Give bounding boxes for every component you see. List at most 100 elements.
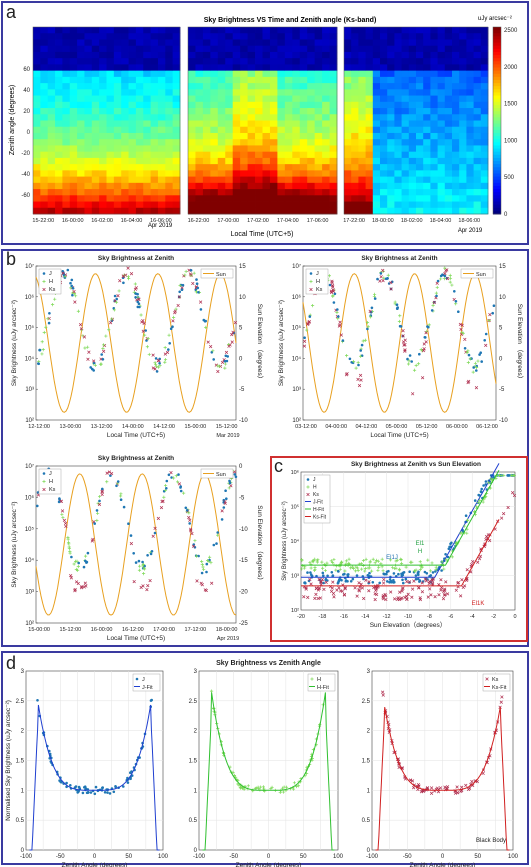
j-point — [457, 310, 460, 314]
heatmap-cell — [128, 39, 137, 47]
h-point — [105, 480, 109, 484]
j-point — [378, 581, 382, 585]
heatmap-cell — [99, 58, 107, 65]
ytick-label: 2.5 — [189, 699, 198, 705]
heatmap-cell — [387, 64, 395, 72]
h-point — [386, 273, 390, 277]
heatmap-cell — [157, 89, 166, 96]
j-point — [425, 572, 429, 575]
h-point — [390, 566, 395, 570]
j-point — [168, 342, 171, 345]
heatmap-cell — [473, 101, 482, 109]
j-point — [401, 578, 404, 582]
heatmap-cell — [69, 201, 78, 209]
heatmap-cell — [372, 114, 381, 121]
heatmap-cell — [62, 76, 71, 84]
ks-point — [384, 597, 388, 602]
j-point — [228, 481, 232, 485]
heatmap-cell — [172, 76, 181, 84]
heatmap-cell — [423, 176, 431, 184]
j-point — [57, 500, 61, 504]
heatmap-cell — [188, 101, 196, 109]
heatmap-cell — [33, 176, 41, 184]
heatmap-cell — [69, 145, 78, 153]
ks-point — [324, 580, 328, 585]
heatmap-cell — [480, 51, 489, 59]
ks-point — [165, 350, 170, 355]
heatmap-cell — [401, 64, 410, 72]
heatmap-cell — [277, 108, 286, 115]
heatmap-cell — [217, 114, 226, 121]
heatmap-cell — [121, 189, 129, 196]
heatmap-cell — [188, 39, 196, 47]
heatmap-cell — [165, 101, 174, 109]
heatmap-cell — [452, 170, 460, 177]
ks-point — [92, 359, 96, 363]
legend-label: H — [317, 677, 321, 683]
j-point — [126, 781, 130, 784]
heatmap-cell — [84, 108, 93, 115]
heatmap-cell — [358, 151, 366, 159]
j-point — [338, 578, 341, 581]
ks-point — [378, 279, 382, 283]
heatmap-cell — [128, 95, 137, 103]
heatmap-cell — [401, 139, 410, 146]
h-point — [476, 500, 480, 505]
heatmap-cell — [121, 83, 129, 90]
heatmap-cell — [322, 70, 330, 78]
heatmap-cell — [314, 170, 323, 177]
ks-point — [188, 518, 192, 522]
h-point — [361, 564, 365, 568]
heatmap-cell — [430, 95, 438, 103]
y2-axis-label: Sun Elevation （degrees） — [256, 505, 264, 583]
heatmap-cell — [459, 76, 467, 84]
heatmap-cell — [202, 101, 211, 109]
colorbar-step — [493, 120, 501, 125]
h-point — [240, 785, 244, 789]
h-point — [86, 345, 90, 349]
heatmap-cell — [380, 139, 388, 146]
h-point — [61, 515, 65, 520]
heatmap-cell — [165, 145, 174, 153]
heatmap-cell — [40, 45, 49, 53]
heatmap-cell — [255, 58, 263, 65]
heatmap-cell — [380, 120, 388, 128]
h-point — [83, 554, 88, 558]
h-point — [270, 785, 274, 789]
heatmap-cell — [135, 89, 144, 96]
heatmap-cell — [408, 101, 417, 109]
h-point — [207, 555, 212, 559]
h-point — [414, 568, 418, 572]
sun-elevation-chart: Sky Brightness at Zenith vs Sun Elevatio… — [282, 461, 517, 629]
heatmap-cell — [284, 89, 293, 96]
heatmap-cell — [99, 157, 107, 165]
heatmap-cell — [344, 51, 352, 59]
heatmap-datelabel-3: Apr 2019 — [458, 228, 483, 234]
heatmap-cell — [380, 126, 388, 134]
heatmap-cell — [307, 145, 316, 153]
heatmap-cell — [459, 64, 467, 72]
j-point — [179, 489, 183, 493]
heatmap-cell — [459, 83, 467, 90]
heatmap-cell — [33, 33, 41, 40]
colorbar-step — [493, 207, 501, 212]
j-point — [58, 497, 61, 500]
ks-point — [231, 330, 235, 334]
heatmap-cell — [344, 176, 352, 184]
ks-point — [389, 590, 393, 594]
h-point — [438, 277, 443, 281]
heatmap-cell — [262, 164, 271, 171]
ytick-label: 10⁷ — [25, 263, 34, 270]
heatmap-ytick: -40 — [21, 172, 30, 178]
heatmap-cell — [277, 189, 286, 196]
j-point — [127, 522, 130, 525]
heatmap-cell — [430, 207, 438, 215]
legend-marker — [309, 279, 313, 284]
ks-point — [499, 700, 503, 704]
ks-point — [91, 537, 95, 542]
heatmap-cell — [292, 101, 301, 109]
heatmap-cell — [128, 126, 137, 134]
h-point — [119, 492, 123, 496]
h-point — [388, 558, 393, 562]
h-point — [281, 790, 286, 794]
